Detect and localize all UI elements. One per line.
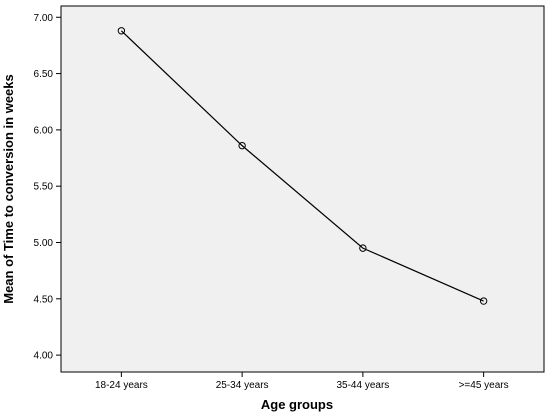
- plot-area: [60, 5, 545, 373]
- x-tick-label: 18-24 years: [95, 380, 148, 391]
- x-axis-ticks: 18-24 years 25-34 years 35-44 years >=45 ye…: [95, 372, 509, 391]
- x-tick-label: 35-44 years: [336, 380, 389, 391]
- series-line: [120, 30, 484, 302]
- y-tick-label: 6.00: [34, 125, 54, 136]
- y-tick-label: 4.50: [34, 294, 54, 305]
- y-axis-label: Mean of Time to conversion in weeks: [1, 74, 16, 304]
- data-point: [359, 244, 367, 252]
- data-point: [479, 297, 488, 305]
- x-axis-label: Age groups: [261, 397, 333, 412]
- y-tick-label: 5.50: [34, 182, 54, 193]
- y-tick-label: 7.00: [34, 13, 54, 24]
- x-tick-label: >=45 years: [459, 380, 509, 391]
- y-tick-label: 5.00: [34, 238, 54, 249]
- y-tick-label: 6.50: [34, 69, 54, 80]
- x-tick-label: 25-34 years: [216, 380, 269, 391]
- series-layer: [117, 27, 488, 305]
- y-tick-label: 4.00: [34, 351, 54, 362]
- data-point: [117, 27, 126, 35]
- y-axis-ticks: 4.00 4.50 5.00 5.50 6.00 6.50 7.00: [34, 13, 61, 362]
- data-point: [238, 141, 246, 150]
